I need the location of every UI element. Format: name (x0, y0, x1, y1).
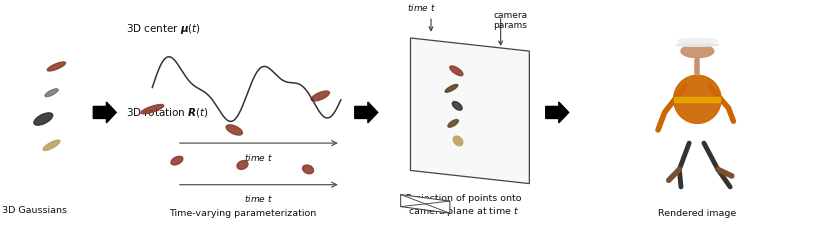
Text: camera
params: camera params (493, 11, 528, 30)
Ellipse shape (141, 104, 163, 114)
FancyArrow shape (674, 96, 720, 102)
Ellipse shape (34, 113, 53, 125)
Text: 3D center $\boldsymbol{\mu}(t)$: 3D center $\boldsymbol{\mu}(t)$ (126, 22, 201, 36)
Ellipse shape (673, 75, 721, 123)
Ellipse shape (226, 125, 242, 135)
Ellipse shape (676, 44, 718, 46)
Ellipse shape (448, 120, 458, 127)
Ellipse shape (681, 44, 713, 58)
Text: 3D rotation $\boldsymbol{R}(t)$: 3D rotation $\boldsymbol{R}(t)$ (126, 106, 209, 119)
Text: Time-varying parameterization: Time-varying parameterization (169, 209, 316, 217)
FancyArrow shape (546, 102, 569, 123)
Text: Projection of points onto
camera plane at time $t$: Projection of points onto camera plane a… (406, 194, 521, 217)
Text: time $t$: time $t$ (245, 152, 273, 163)
Polygon shape (410, 38, 530, 184)
Ellipse shape (452, 101, 462, 110)
Polygon shape (401, 195, 450, 213)
Text: time $t$: time $t$ (406, 2, 436, 13)
Ellipse shape (48, 62, 66, 71)
Text: 3D Gaussians: 3D Gaussians (2, 206, 67, 215)
Ellipse shape (453, 136, 463, 146)
Ellipse shape (445, 84, 458, 92)
Ellipse shape (171, 156, 183, 165)
Ellipse shape (237, 161, 248, 169)
Ellipse shape (45, 89, 58, 97)
FancyArrow shape (94, 102, 117, 123)
FancyArrow shape (355, 102, 378, 123)
Ellipse shape (303, 165, 314, 174)
Ellipse shape (44, 140, 60, 151)
Ellipse shape (450, 66, 463, 76)
Text: Rendered image: Rendered image (658, 209, 736, 217)
Ellipse shape (311, 91, 329, 101)
Ellipse shape (677, 38, 717, 44)
Text: time $t$: time $t$ (245, 193, 273, 205)
